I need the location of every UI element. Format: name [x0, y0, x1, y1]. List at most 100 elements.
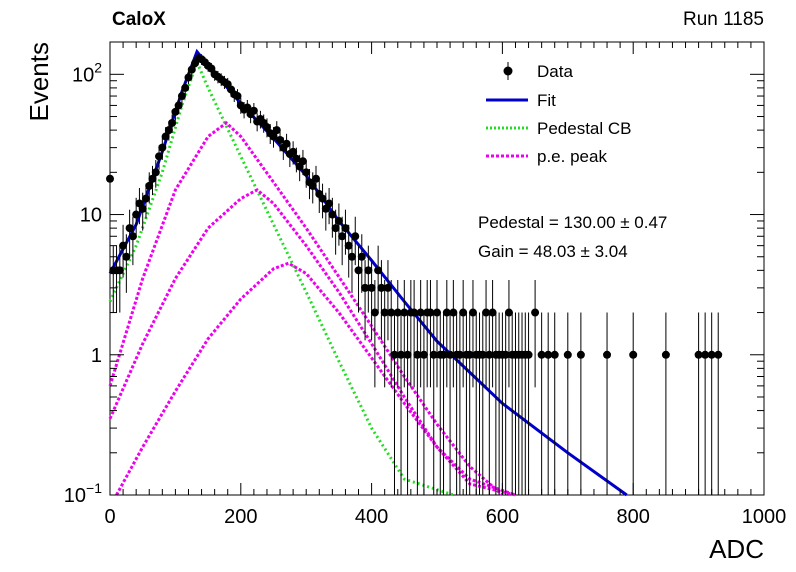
gain-result: Gain = 48.03 ± 3.04 — [478, 242, 628, 261]
data-point-marker — [393, 308, 402, 317]
data-point — [419, 312, 428, 495]
x-axis-title: ADC — [709, 534, 764, 564]
data-point-marker — [106, 174, 114, 183]
data-point — [439, 312, 448, 495]
legend-label-fit: Fit — [537, 91, 556, 110]
data-point-marker — [377, 283, 386, 292]
data-point — [442, 279, 451, 388]
data-point — [158, 137, 167, 160]
data-point-marker — [119, 241, 128, 250]
data-point-marker — [485, 350, 494, 359]
data-point-marker — [132, 210, 141, 219]
data-point-marker — [603, 350, 612, 359]
data-point — [550, 312, 559, 495]
data-point — [122, 234, 131, 293]
data-point-marker — [455, 350, 464, 359]
data-point — [351, 216, 360, 266]
data-point — [119, 224, 128, 278]
data-point-marker — [292, 154, 301, 163]
data-point — [488, 279, 497, 388]
data-point-marker — [364, 266, 373, 275]
legend-entry-data: Data — [503, 62, 573, 81]
data-point-marker — [318, 194, 327, 203]
data-point-marker — [387, 308, 396, 317]
data-point-marker — [416, 308, 425, 317]
data-point-marker — [433, 308, 441, 317]
y-axis-title: Events — [24, 42, 54, 122]
data-point-marker — [446, 350, 455, 359]
data-point-marker — [161, 132, 170, 141]
data-point — [177, 89, 186, 104]
pedestal-result: Pedestal = 130.00 ± 0.47 — [478, 213, 667, 232]
data-point-marker — [701, 350, 710, 359]
data-point — [374, 245, 383, 313]
legend-entry-pe: p.e. peak — [486, 147, 607, 166]
data-point-marker — [400, 308, 409, 317]
y-tick-label: 10 — [80, 205, 102, 227]
data-layer — [106, 48, 723, 497]
legend-data-marker — [503, 66, 513, 76]
data-point-marker — [367, 283, 376, 292]
data-point-marker — [269, 132, 278, 141]
data-point-marker — [141, 194, 150, 203]
data-point — [661, 312, 670, 495]
data-point — [531, 279, 540, 388]
data-point-marker — [468, 308, 477, 317]
y-tick-label: 1 — [91, 345, 102, 367]
data-point-marker — [357, 252, 366, 261]
data-point — [576, 312, 585, 495]
curve-p-e-peak-5 — [115, 261, 516, 497]
data-point — [357, 234, 366, 293]
data-point-marker — [276, 136, 285, 145]
data-point-marker — [168, 118, 177, 127]
data-point — [413, 312, 422, 495]
data-point — [446, 312, 455, 495]
data-point-marker — [289, 147, 298, 156]
data-point-marker — [331, 224, 340, 233]
data-point-marker — [308, 181, 317, 190]
data-point-marker — [151, 168, 160, 177]
data-point — [524, 312, 533, 495]
data-point-marker — [439, 350, 448, 359]
data-point-marker — [249, 106, 258, 115]
data-point-marker — [243, 103, 252, 112]
data-point-marker — [449, 308, 458, 317]
data-point-marker — [272, 126, 281, 135]
data-point — [397, 312, 406, 495]
data-point-marker — [714, 350, 723, 359]
data-point-marker — [537, 350, 546, 359]
data-point-marker — [282, 139, 291, 148]
data-point-marker — [312, 174, 321, 183]
data-point-marker — [563, 350, 572, 359]
data-point-marker — [125, 224, 134, 233]
data-point — [403, 312, 412, 495]
data-point — [334, 203, 343, 246]
data-point — [347, 234, 356, 293]
data-point-marker — [325, 199, 334, 208]
plot-area: 0 200 400 600 800 1000 10−1 1 10 102 — [64, 41, 786, 528]
data-point — [501, 312, 510, 495]
data-point-marker — [177, 92, 186, 101]
x-tick-label: 600 — [486, 506, 519, 528]
data-point-marker — [390, 350, 399, 359]
data-point-marker — [302, 168, 311, 177]
data-point — [629, 312, 638, 495]
data-point-marker — [629, 350, 638, 359]
data-point-marker — [419, 350, 428, 359]
data-point — [184, 71, 193, 85]
curve-p-e-peak-3 — [108, 120, 504, 497]
data-point-marker — [442, 308, 451, 317]
legend: Data Fit Pedestal CB p.e. peak — [486, 62, 632, 166]
data-point — [393, 279, 402, 388]
data-point — [387, 279, 396, 388]
data-point-marker — [338, 232, 347, 241]
curve-pedestal-cb-2 — [108, 58, 454, 497]
data-point-marker — [115, 266, 124, 275]
data-point-marker — [184, 73, 193, 82]
data-point-marker — [544, 350, 553, 359]
data-point — [128, 216, 137, 266]
data-point — [380, 279, 389, 388]
data-point — [563, 312, 572, 495]
data-point — [468, 279, 477, 388]
data-point-marker — [148, 174, 157, 183]
